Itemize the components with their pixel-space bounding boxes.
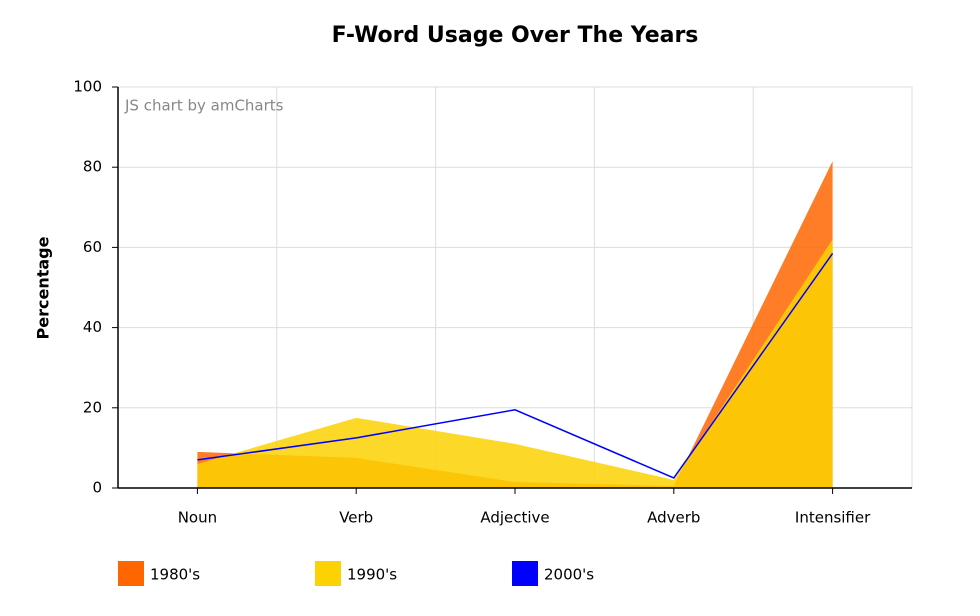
x-tick-label: Intensifier xyxy=(795,509,871,527)
legend-swatch xyxy=(315,561,341,586)
marks xyxy=(197,161,834,488)
y-tick-label: 40 xyxy=(83,318,102,336)
credit: JS chart by amCharts xyxy=(124,97,284,115)
legend-swatch xyxy=(118,561,144,586)
y-tick-label: 20 xyxy=(83,398,102,416)
y-tick-label: 0 xyxy=(92,479,102,497)
area xyxy=(197,239,833,488)
legend: 1980's 1990's 2000's xyxy=(118,561,594,586)
y-tick-label: 60 xyxy=(83,238,102,256)
legend-label: 2000's xyxy=(544,566,594,584)
y-axis-label: Percentage xyxy=(34,236,53,339)
legend-label: 1980's xyxy=(150,566,200,584)
x-tick-label: Adjective xyxy=(480,509,549,527)
legend-label: 1990's xyxy=(347,566,397,584)
chart-title: F-Word Usage Over The Years xyxy=(332,23,699,48)
x-tick-label: Adverb xyxy=(647,509,700,527)
x-tick-label: Verb xyxy=(339,509,373,527)
x-tick-label: Noun xyxy=(178,509,217,527)
y-tick-label: 80 xyxy=(83,158,102,176)
y-tick-label: 100 xyxy=(73,78,102,96)
line xyxy=(197,252,834,479)
legend-swatch xyxy=(512,561,538,586)
